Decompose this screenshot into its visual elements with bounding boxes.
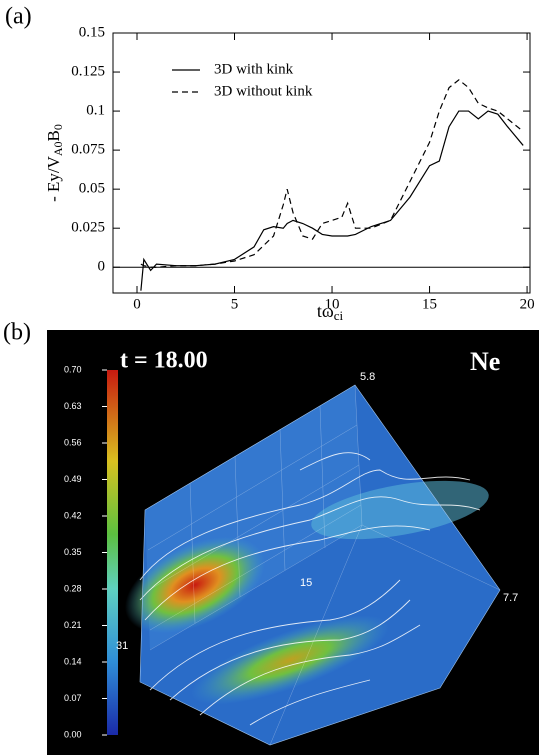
colorbar-label: 0.35 xyxy=(64,547,82,557)
y-tick-label: 0.025 xyxy=(71,220,105,236)
panel-label: (b) xyxy=(3,320,31,346)
density-blob xyxy=(311,480,489,540)
colorbar-label: 0.63 xyxy=(64,401,82,411)
colorbar-label: 0.07 xyxy=(64,693,82,703)
series-line xyxy=(140,79,524,268)
time-label: t = 18.00 xyxy=(120,348,208,374)
density-blob xyxy=(124,536,266,634)
x-label-part: tω xyxy=(317,301,334,321)
y-tick-label: 0.1 xyxy=(86,103,105,119)
colorbar-label: 0.28 xyxy=(64,583,82,593)
colorbar xyxy=(107,370,118,735)
x-tick-label: 15 xyxy=(422,296,437,312)
y-label-part: - Ey/V xyxy=(44,155,63,202)
y-tick-label: 0.05 xyxy=(79,181,105,197)
colorbar-label: 0.21 xyxy=(64,620,82,630)
x-tick-label: 0 xyxy=(133,296,141,312)
box-grid xyxy=(147,384,501,746)
box-outline xyxy=(139,384,501,746)
field-label: Ne xyxy=(470,347,500,376)
panel-label: (a) xyxy=(5,4,32,30)
axis-label: 5.8 xyxy=(360,371,375,383)
colorbar-label: 0.49 xyxy=(64,474,82,484)
y-tick-label: 0 xyxy=(98,259,106,275)
y-tick-label: 0.125 xyxy=(71,63,105,79)
x-tick-label: 10 xyxy=(325,296,340,312)
x-tick-label: 5 xyxy=(231,296,239,312)
axis-label: 31 xyxy=(116,640,128,652)
plot-frame xyxy=(112,32,531,294)
colorbar-label: 0.70 xyxy=(64,364,82,374)
density-blob xyxy=(190,615,390,705)
x-axis-label: tωci xyxy=(317,301,344,323)
y-tick-label: 0.15 xyxy=(79,24,105,40)
x-label-sub: ci xyxy=(334,308,344,323)
colorbar-label: 0.42 xyxy=(64,510,82,520)
contours xyxy=(139,452,481,726)
y-tick-label: 0.075 xyxy=(71,142,105,158)
colorbar-label: 0.00 xyxy=(64,729,82,739)
render-box xyxy=(124,384,501,746)
y-label-sub: A0 xyxy=(51,141,65,156)
colorbar-label: 0.14 xyxy=(64,656,82,666)
axis-label: 15 xyxy=(300,577,312,589)
legend-label: 3D with kink xyxy=(214,61,294,77)
series-line xyxy=(140,110,524,291)
legend-label: 3D without kink xyxy=(214,83,313,99)
y-label-part: B xyxy=(44,130,63,141)
colorbar-label: 0.56 xyxy=(64,437,82,447)
axis-label: 7.7 xyxy=(503,592,518,604)
y-axis-label: - Ey/VA0B0 xyxy=(44,124,65,202)
y-label-sub: 0 xyxy=(51,124,65,130)
x-tick-label: 20 xyxy=(520,296,535,312)
